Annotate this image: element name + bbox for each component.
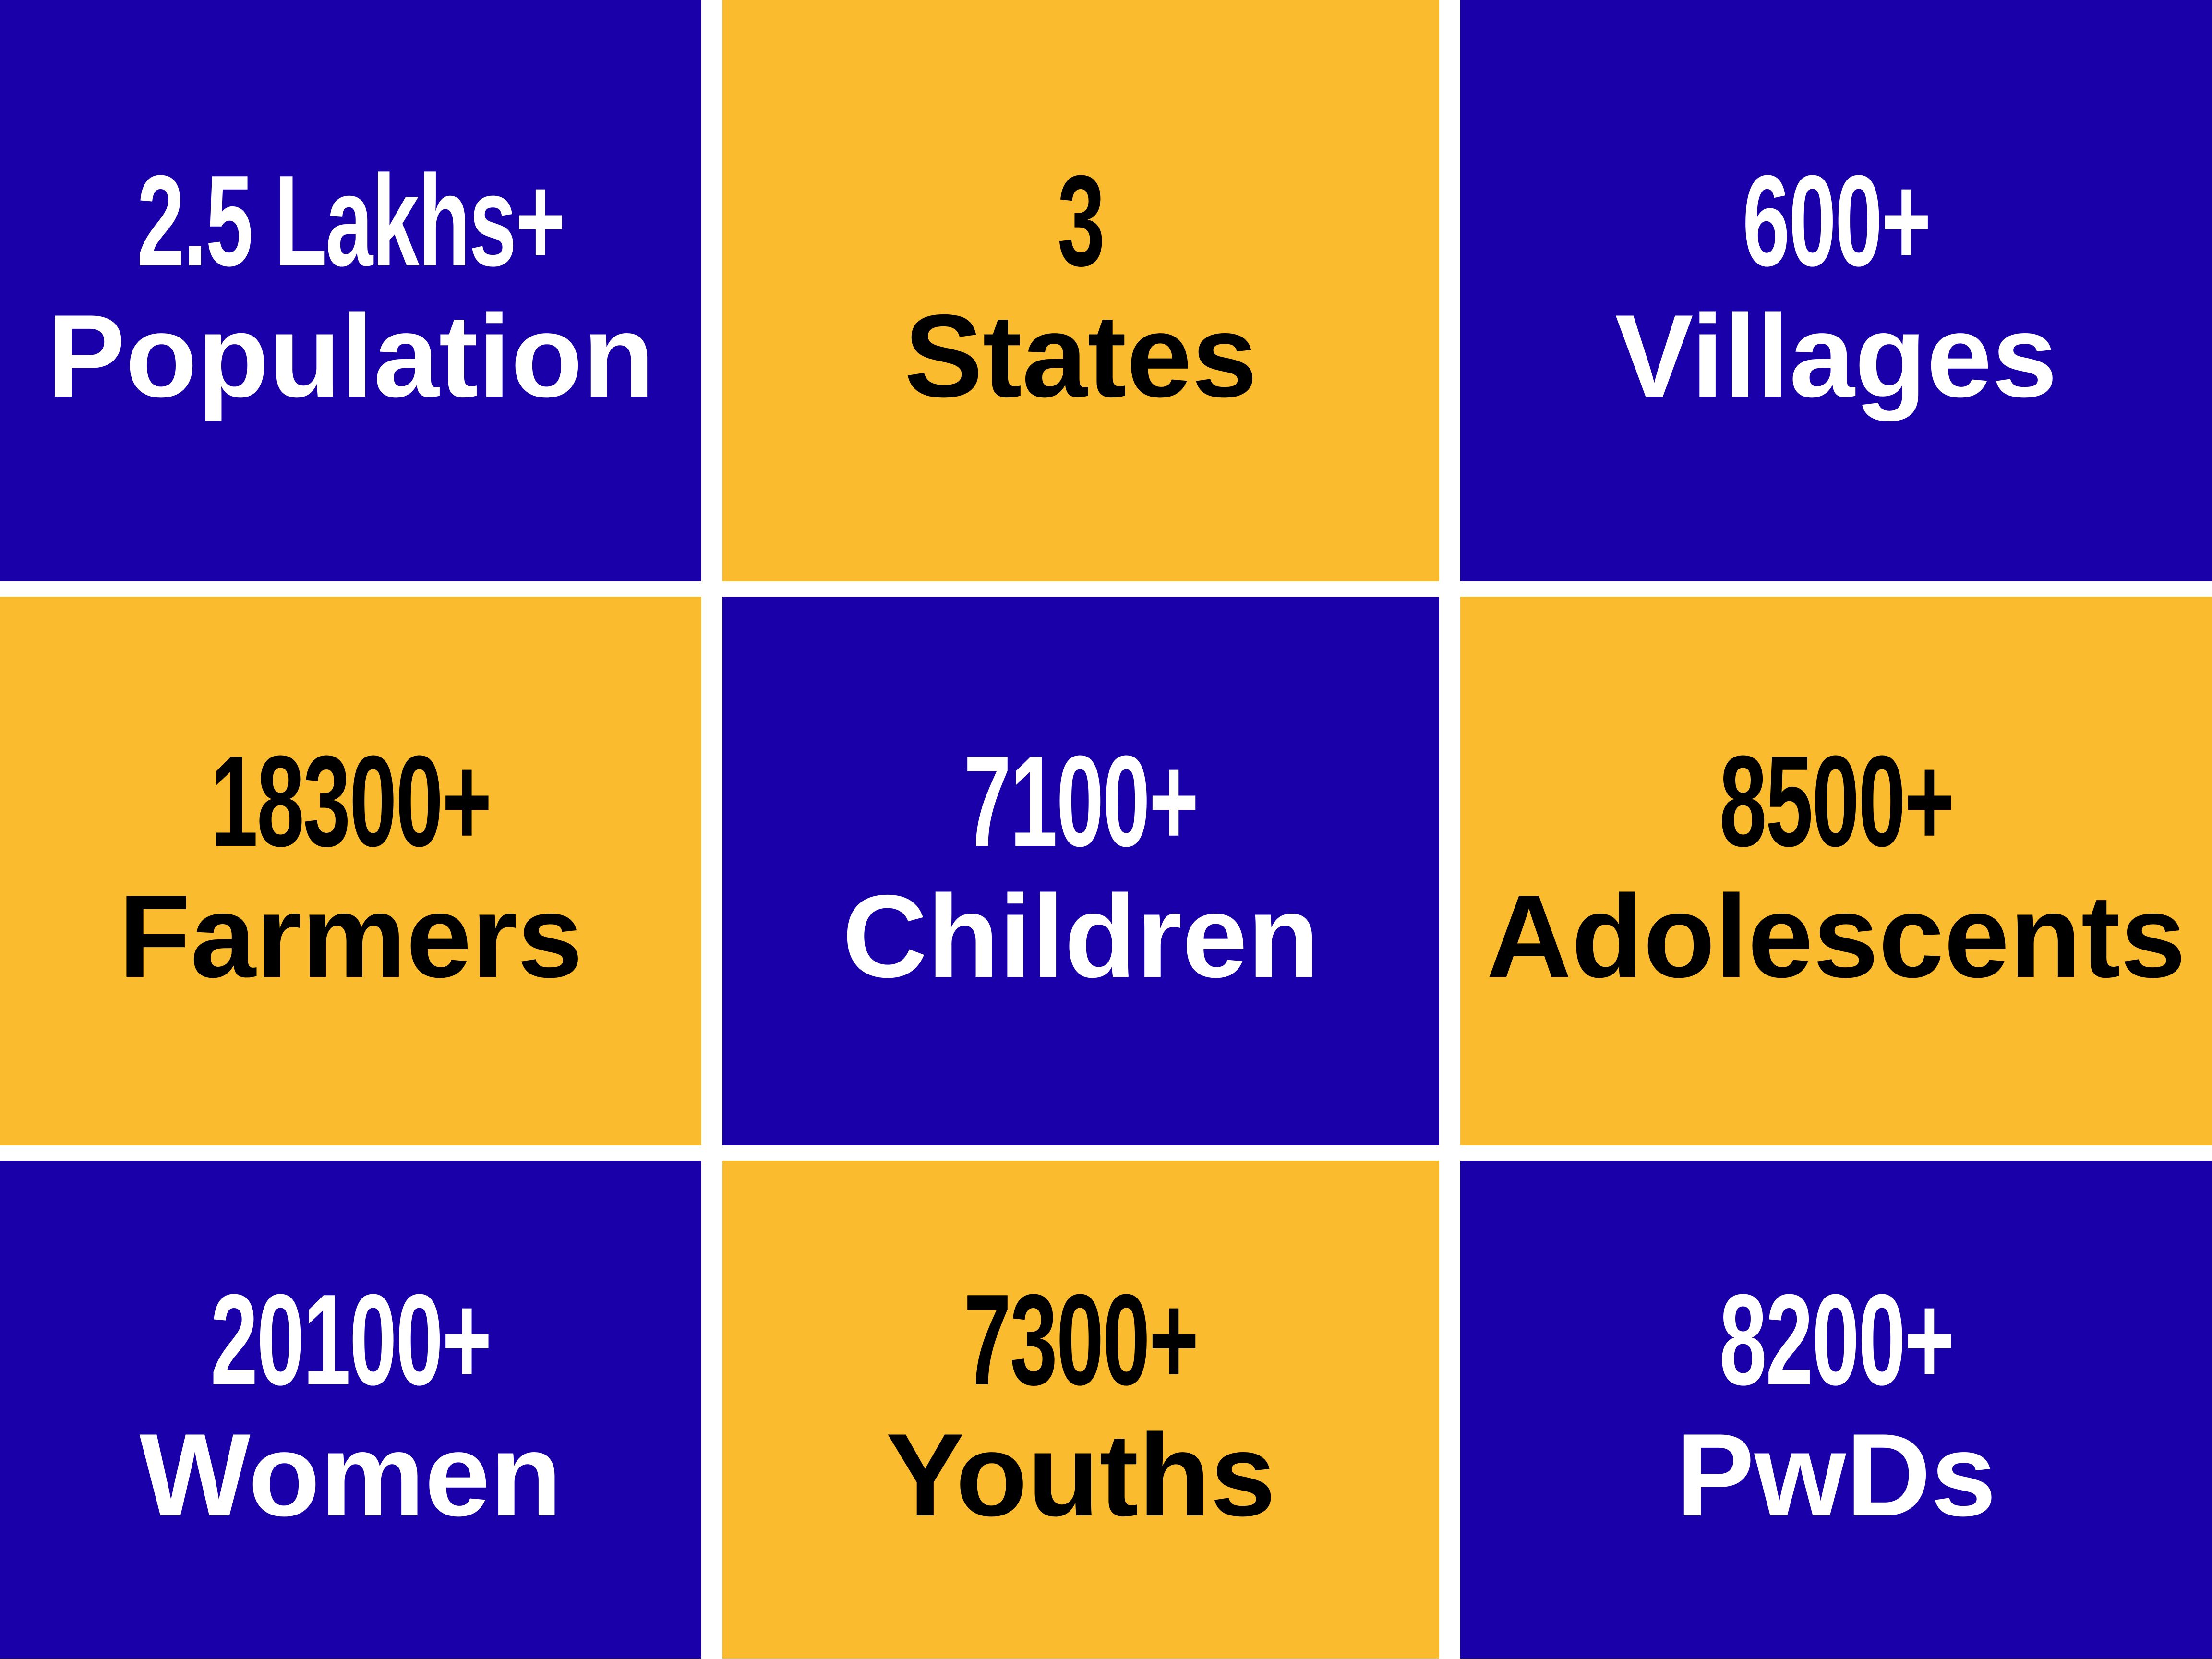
stat-tile: 18300+ Farmers — [0, 597, 701, 1145]
stat-tile: 7100+ Children — [722, 597, 1439, 1145]
stat-label: PwDs — [1676, 1408, 1996, 1540]
stat-label: Children — [842, 870, 1320, 1002]
stat-label: Women — [139, 1408, 562, 1540]
stat-number: 7100+ — [963, 729, 1199, 874]
stat-tile: 2.5 Lakhs+ Population — [0, 0, 701, 581]
stat-number: 600+ — [1742, 148, 1931, 293]
stat-label: States — [904, 289, 1258, 421]
stat-number: 7300+ — [963, 1267, 1199, 1412]
stat-label: Population — [47, 289, 655, 421]
stat-tile: 7300+ Youths — [722, 1161, 1439, 1659]
stat-label: Villages — [1615, 289, 2057, 421]
stat-label: Adolescents — [1486, 870, 2186, 1002]
stat-tile: 8500+ Adolescents — [1460, 597, 2212, 1145]
stat-number: 2.5 Lakhs+ — [137, 148, 566, 293]
stat-tile: 600+ Villages — [1460, 0, 2212, 581]
stat-number: 8500+ — [1719, 729, 1954, 874]
stat-tile: 3 States — [722, 0, 1439, 581]
stat-number: 8200+ — [1719, 1267, 1954, 1412]
stat-label: Farmers — [119, 870, 583, 1002]
stat-number: 18300+ — [210, 729, 492, 874]
stat-tile: 8200+ PwDs — [1460, 1161, 2212, 1659]
stat-label: Youths — [886, 1408, 1276, 1540]
stat-number: 3 — [1058, 148, 1105, 293]
stat-number: 20100+ — [210, 1267, 492, 1412]
stat-tile: 20100+ Women — [0, 1161, 701, 1659]
